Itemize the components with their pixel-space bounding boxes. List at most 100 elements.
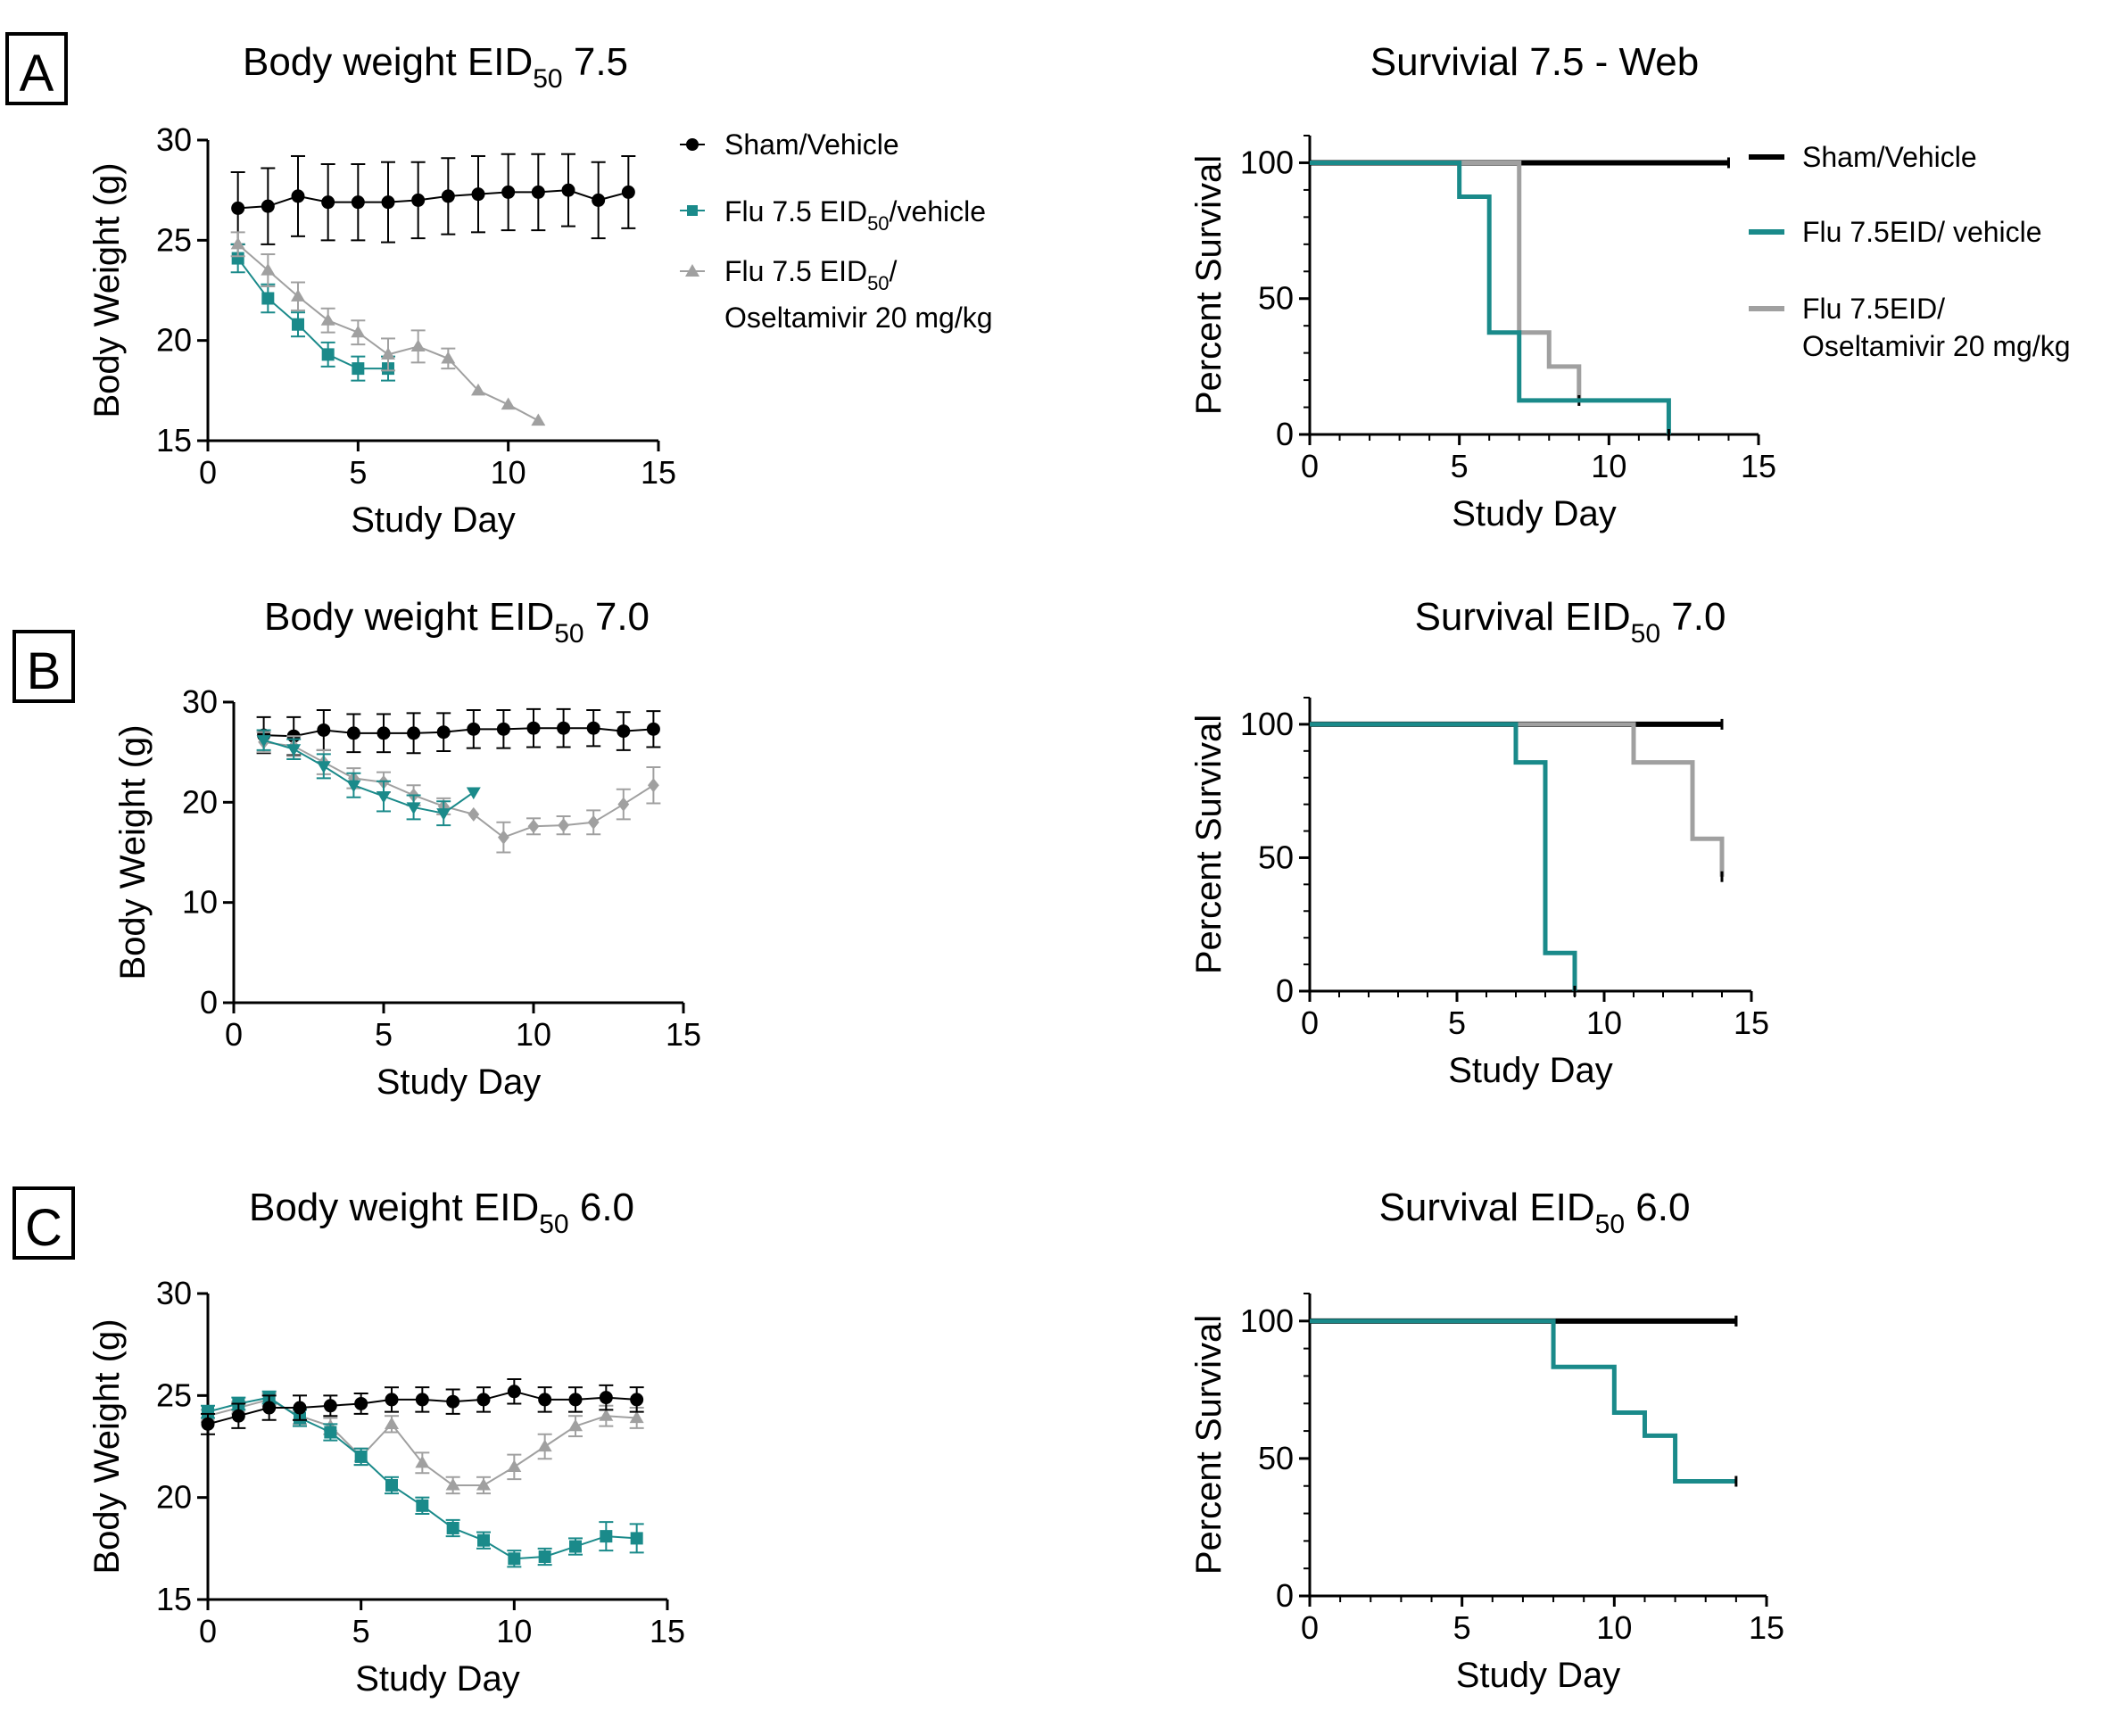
chart-c-body-weight: Body weight EID50 6.0 0 5 10 15 15 20 25 30 Study… [87,1186,685,1699]
chart-title-suffix: 6.0 [569,1186,634,1229]
y-tick-label: 0 [1276,416,1294,452]
data-point [256,735,271,748]
series-line [263,739,475,814]
data-point [538,1550,551,1563]
series-vehicle [201,1390,644,1568]
data-point [498,830,509,845]
data-point [320,313,335,326]
data-point [377,790,391,804]
data-point [557,721,571,735]
data-point [354,1396,368,1410]
data-point [617,724,631,739]
chart-title-suffix: 7.0 [584,595,650,639]
x-tick-label: 15 [1749,1609,1784,1646]
data-point [385,1393,399,1407]
y-tick-label: 10 [182,884,218,921]
data-point [538,1393,552,1407]
x-tick-label: 5 [352,1613,370,1649]
data-point [471,383,485,396]
data-point [441,351,456,364]
y-tick-label: 50 [1258,1440,1294,1476]
legend-item-sham: Sham/Vehicle [680,128,899,161]
data-point [231,1409,245,1423]
series-vehicle [256,729,481,827]
data-point [385,1417,399,1429]
data-point [261,263,276,276]
chart-a-body-weight: Body weight EID50 7.5 0 5 10 15 15 20 25 30 Study… [87,40,676,540]
chart-title-main: Body weight EID [264,595,554,639]
data-point [648,778,659,793]
chart-b-body-weight: Body weight EID50 7.0 0 5 10 15 0 10 20 30 Study … [113,595,701,1102]
data-point [501,185,516,199]
y-tick-label: 20 [156,322,192,359]
data-point [496,722,510,736]
legend-marker-circle-icon [686,138,699,151]
legend-surv-sham-label: Sham/Vehicle [1802,141,1977,173]
legend-surv-oseltamivir-label-2: Oseltamivir 20 mg/kg [1802,330,2071,362]
x-tick-label: 5 [1453,1609,1471,1646]
data-point [561,183,575,197]
y-tick-label: 100 [1240,1302,1294,1339]
data-point [568,1418,583,1432]
series-vehicle [230,243,395,382]
chart-title-main: Survival EID [1415,595,1631,639]
x-axis-label: Study Day [351,500,516,540]
data-point [410,339,426,352]
panel-label-b: B [12,630,75,703]
data-point [599,1409,614,1421]
data-point [629,1410,644,1424]
series-oseltamivir [230,231,546,426]
legend-surv-oseltamivir-label-1: Flu 7.5EID/ [1802,293,1945,325]
data-point [201,1417,215,1431]
y-tick-label: 30 [156,121,192,158]
x-tick-label: 0 [1301,1004,1319,1041]
y-tick-label: 0 [1276,1577,1294,1614]
y-axis-label: Percent Survival [1189,1315,1229,1575]
data-point [446,1394,460,1409]
data-point [587,814,600,830]
y-tick-label: 100 [1240,144,1294,180]
x-axis-label: Study Day [377,1062,542,1102]
x-tick-label: 0 [199,1613,217,1649]
x-tick-label: 5 [349,454,367,491]
y-tick-label: 30 [182,683,218,720]
data-point [411,193,426,207]
data-point [531,185,545,199]
data-point [599,1391,613,1405]
chart-title-subscript: 50 [539,1210,568,1239]
data-point [467,722,481,736]
legend-surv-item-oseltamivir: Flu 7.5EID/ Oseltamivir 20 mg/kg [1749,293,2071,362]
data-point [630,1393,644,1407]
survival-step-line [1310,722,1725,877]
data-point [445,1477,460,1491]
data-point [407,726,421,740]
data-point [415,1393,429,1407]
series-oseltamivir [256,731,661,854]
data-point [231,252,244,265]
x-tick-label: 15 [1741,448,1776,484]
data-point [586,721,600,735]
data-point [531,413,546,426]
series-vehicle [1310,1319,1738,1487]
chart-title-main: Survivial 7.5 - Web [1370,40,1699,84]
chart-title-suffix: 7.0 [1660,595,1726,639]
y-axis-label: Body Weight (g) [87,1319,127,1574]
y-tick-label: 15 [156,1581,192,1617]
y-tick-label: 50 [1258,280,1294,317]
x-tick-label: 0 [225,1016,243,1053]
series-line [236,257,388,370]
series-oseltamivir [1310,160,1582,406]
data-point [381,347,395,360]
data-point [477,1533,490,1547]
x-axis-label: Study Day [1456,1656,1621,1695]
data-point [377,726,391,740]
data-point [321,195,335,210]
data-point [471,187,485,202]
data-point [441,189,455,203]
data-point [415,1455,430,1468]
data-point [351,325,366,338]
chart-title-subscript: 50 [554,619,583,649]
y-axis-label: Body Weight (g) [113,724,153,980]
data-point [202,1405,214,1418]
